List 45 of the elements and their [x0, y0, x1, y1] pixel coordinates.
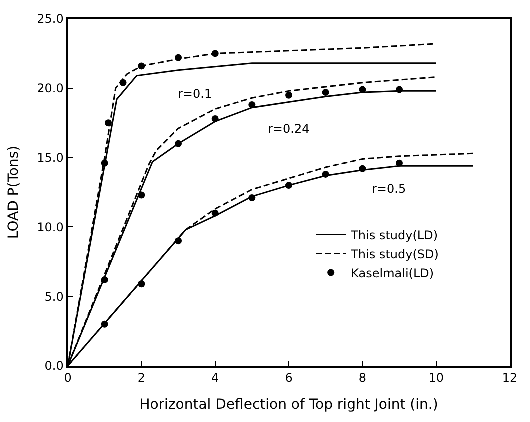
- annotation: r=0.24: [268, 122, 310, 136]
- point: [322, 89, 330, 96]
- x-tick-label: 0: [64, 371, 72, 386]
- point: [248, 194, 256, 202]
- point: [212, 210, 219, 217]
- legend-label: This study(SD): [350, 247, 439, 262]
- x-tick-label: 12: [502, 371, 518, 386]
- point: [138, 192, 146, 199]
- point: [212, 115, 219, 122]
- point: [212, 50, 219, 58]
- point: [322, 170, 330, 178]
- point: [359, 86, 366, 94]
- point: [175, 238, 182, 245]
- annotation: r=0.1: [178, 87, 212, 101]
- x-tick-label: 10: [428, 371, 444, 386]
- point: [359, 165, 366, 172]
- legend-label: Kaselmali(LD): [351, 266, 434, 280]
- point: [101, 276, 108, 284]
- x-tick-label: 4: [212, 371, 220, 386]
- point: [175, 140, 182, 148]
- point: [105, 120, 112, 127]
- point: [101, 320, 108, 328]
- point: [286, 92, 292, 99]
- point: [286, 182, 292, 190]
- point: [138, 62, 146, 70]
- point: [396, 86, 403, 94]
- x-tick-label: 6: [285, 371, 293, 386]
- y-axis-title: LOAD P(Tons): [6, 146, 22, 240]
- legend-label: This study(LD): [350, 228, 438, 242]
- y-tick-label: 15.0: [37, 151, 64, 165]
- point: [120, 79, 127, 86]
- x-axis-title: Horizontal Deflection of Top right Joint (in.): [140, 396, 438, 413]
- x-tick-label: 8: [358, 371, 366, 386]
- point: [175, 54, 182, 62]
- y-tick-label: 0.0: [44, 359, 64, 374]
- y-tick-label: 10.0: [37, 220, 64, 234]
- point: [101, 160, 108, 167]
- x-tick-label: 2: [138, 371, 146, 386]
- point: [138, 280, 146, 288]
- point: [396, 160, 403, 167]
- y-tick-label: 5.0: [44, 290, 64, 304]
- point: [248, 102, 256, 109]
- y-tick-label: 20.0: [37, 82, 64, 96]
- annotation: r=0.5: [372, 182, 406, 196]
- y-tick-label: 25.0: [37, 12, 64, 26]
